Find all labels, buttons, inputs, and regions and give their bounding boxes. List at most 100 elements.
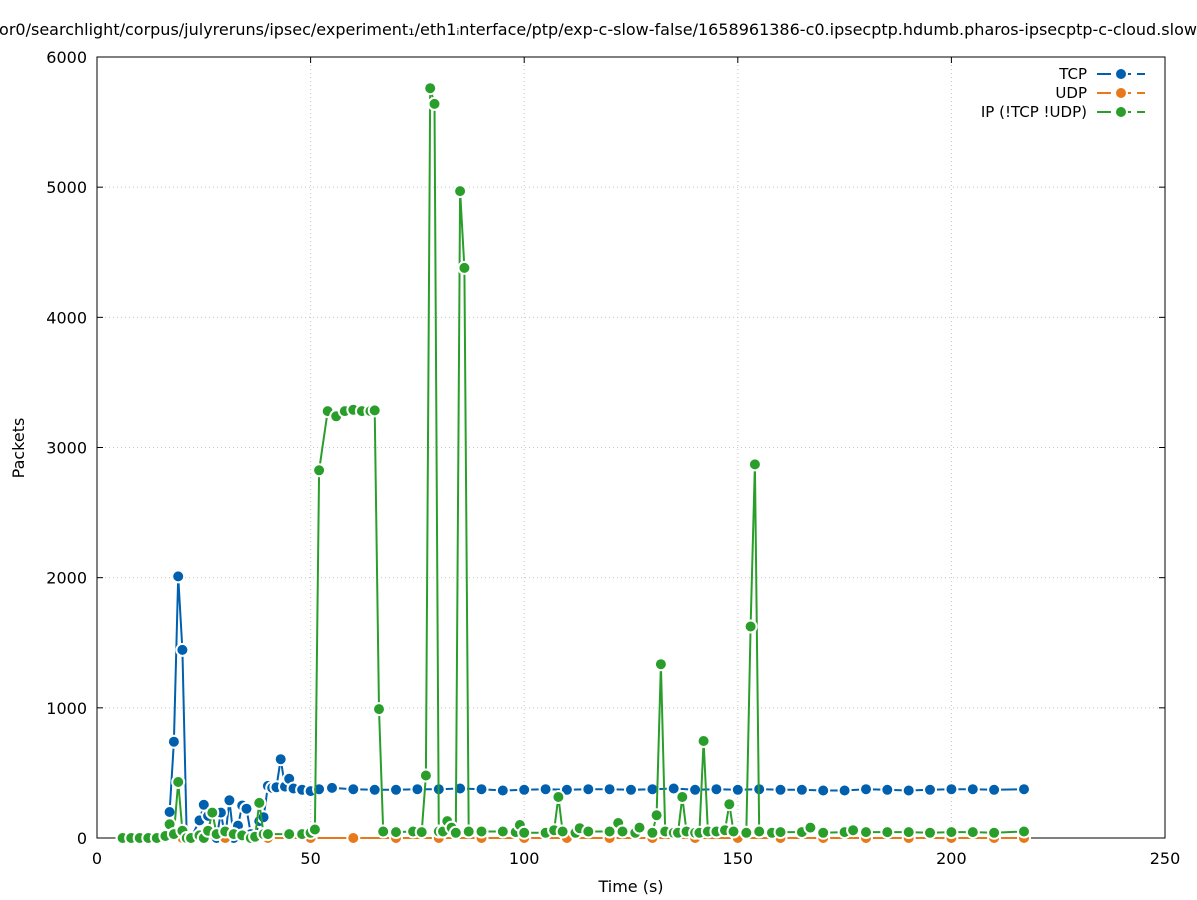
data-point [461, 824, 476, 839]
y-tick-label: 1000 [46, 699, 87, 718]
data-point [688, 782, 703, 797]
data-point [747, 457, 762, 472]
data-point [474, 824, 489, 839]
y-axis-title: Packets [9, 418, 28, 479]
data-point [171, 775, 186, 789]
data-point [427, 96, 442, 111]
data-point [645, 825, 660, 840]
data-point [880, 825, 895, 840]
data-point [846, 823, 861, 838]
data-point [423, 81, 438, 96]
data-point [653, 657, 668, 672]
data-point [367, 403, 382, 418]
data-point [743, 619, 758, 634]
data-point [773, 782, 788, 797]
data-point [222, 793, 237, 808]
chart-title: or0/searchlight/corpus/julyreruns/ipsec/… [0, 20, 1197, 39]
data-point [448, 825, 463, 840]
legend-entry: IP (!TCP !UDP) [981, 103, 1145, 121]
y-tick-label: 2000 [46, 569, 87, 588]
data-point [389, 825, 403, 840]
data-point [166, 734, 181, 749]
series-layer [115, 81, 1031, 845]
data-point [239, 801, 254, 816]
y-tick-label: 0 [77, 829, 87, 848]
y-tick-label: 5000 [46, 178, 87, 197]
y-tick-label: 6000 [46, 48, 87, 67]
data-point [752, 824, 767, 839]
data-point [675, 790, 690, 804]
x-tick-label: 200 [936, 849, 967, 868]
axis-ticks: 0 50 100 150 200 250 0 1000 2000 3000 4000 5000 6000 [46, 48, 1180, 868]
data-point [312, 463, 327, 478]
data-point [346, 831, 361, 845]
data-point [581, 824, 596, 839]
x-tick-label: 50 [300, 849, 320, 868]
legend-label: TCP [1058, 65, 1087, 83]
data-point [260, 827, 275, 842]
data-point [389, 782, 403, 797]
data-point [252, 795, 267, 810]
data-point [367, 782, 382, 797]
data-point [457, 260, 472, 275]
data-point [816, 825, 831, 840]
data-point [615, 824, 630, 839]
data-point [551, 790, 566, 804]
legend-entry: TCP [1058, 65, 1145, 83]
data-point [722, 797, 737, 812]
x-tick-label: 150 [723, 849, 754, 868]
data-point [1017, 782, 1031, 797]
y-tick-label: 4000 [46, 308, 87, 327]
data-point [517, 782, 532, 797]
legend-marker [1114, 67, 1128, 81]
data-point [880, 782, 895, 797]
data-point [410, 782, 425, 797]
data-point [666, 781, 681, 796]
legend-marker [1114, 105, 1128, 119]
data-point [773, 825, 788, 840]
data-point [495, 824, 510, 839]
data-point [474, 782, 489, 797]
data-point [453, 184, 468, 199]
data-point [175, 642, 190, 657]
data-point [495, 783, 510, 798]
data-point [538, 782, 553, 797]
data-point [944, 825, 959, 840]
data-point [346, 782, 361, 797]
data-point [632, 820, 647, 835]
data-point [859, 825, 873, 840]
data-point [816, 783, 831, 798]
data-point [739, 825, 754, 840]
data-point [162, 805, 177, 819]
data-point [581, 782, 596, 797]
data-point [901, 783, 916, 798]
data-point [987, 782, 1002, 797]
legend-label: IP (!TCP !UDP) [981, 103, 1087, 121]
data-point [645, 782, 660, 797]
grid-lines [97, 57, 1165, 838]
legend-entry: UDP [1055, 84, 1145, 102]
data-point [325, 780, 339, 795]
data-point [414, 825, 429, 840]
x-axis-title: Time (s) [597, 877, 663, 896]
data-point [282, 827, 297, 842]
data-point [730, 782, 745, 797]
data-point [624, 782, 638, 797]
data-point [418, 768, 433, 783]
data-point [696, 734, 711, 748]
data-point [171, 569, 186, 584]
y-tick-label: 3000 [46, 439, 87, 458]
x-tick-label: 250 [1150, 849, 1181, 868]
data-point [923, 782, 937, 797]
data-point [602, 782, 617, 797]
x-tick-label: 100 [509, 849, 540, 868]
data-point [803, 820, 818, 835]
data-point [256, 810, 271, 825]
series-ip-tcp-udp [115, 81, 1031, 845]
data-point [517, 825, 532, 840]
data-point [555, 824, 570, 839]
data-point [837, 783, 852, 798]
data-point [307, 822, 322, 837]
series-line-ip-tcp-udp [122, 87, 1025, 839]
